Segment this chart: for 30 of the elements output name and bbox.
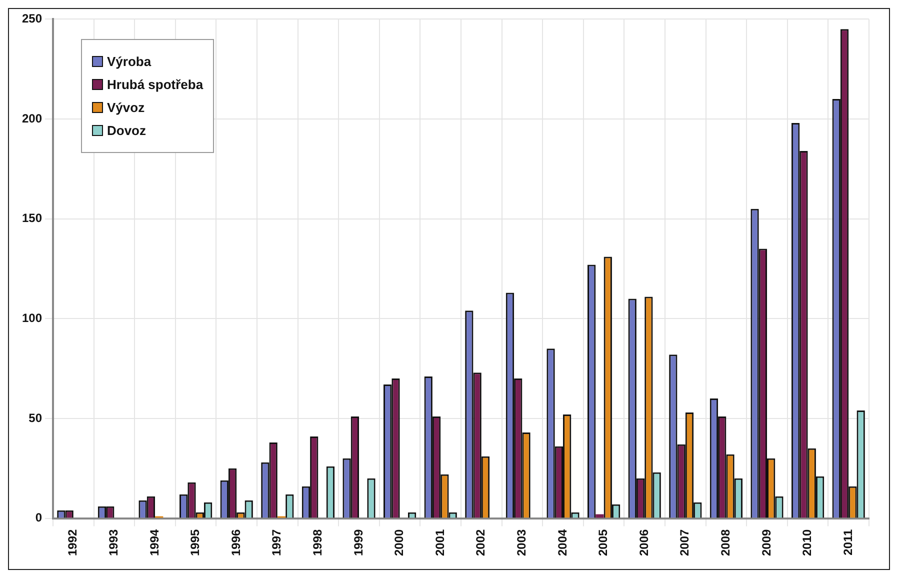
x-tick-label: 2001 (432, 528, 447, 556)
x-tick-label: 1995 (188, 528, 202, 556)
y-tick-label: 250 (22, 12, 42, 26)
legend-label: Hrubá spotřeba (107, 77, 204, 92)
x-tick-label: 1997 (270, 528, 284, 556)
y-tick-label: 100 (22, 310, 42, 325)
legend-label: Výroba (107, 54, 152, 69)
x-tick-label: 2000 (392, 528, 406, 556)
x-tick-label: 2008 (718, 528, 733, 556)
x-tick-label: 1999 (351, 528, 366, 556)
legend-label: Vývoz (107, 100, 145, 115)
y-tick-label: 200 (22, 111, 42, 126)
y-tick-label: 0 (35, 510, 42, 525)
x-tick-label: 2010 (800, 528, 814, 556)
x-tick-label: 2007 (678, 528, 692, 556)
x-tick-label: 1996 (228, 528, 243, 556)
x-tick-label: 2006 (636, 528, 651, 556)
x-tick-label: 2011 (840, 528, 855, 556)
y-tick-label: 50 (28, 410, 42, 425)
x-tick-label: 1992 (66, 528, 80, 556)
x-tick-label: 1998 (310, 528, 325, 556)
x-tick-label: 2009 (759, 528, 774, 556)
x-tick-label: 2005 (596, 528, 610, 556)
y-tick-label: 150 (22, 211, 42, 226)
x-tick-label: 1993 (106, 528, 121, 556)
x-tick-label: 2003 (514, 528, 529, 556)
x-tick-label: 2004 (555, 528, 570, 556)
legend-label: Dovoz (107, 123, 146, 138)
x-tick-label: 1994 (147, 528, 162, 556)
x-tick-label: 2002 (474, 528, 488, 556)
